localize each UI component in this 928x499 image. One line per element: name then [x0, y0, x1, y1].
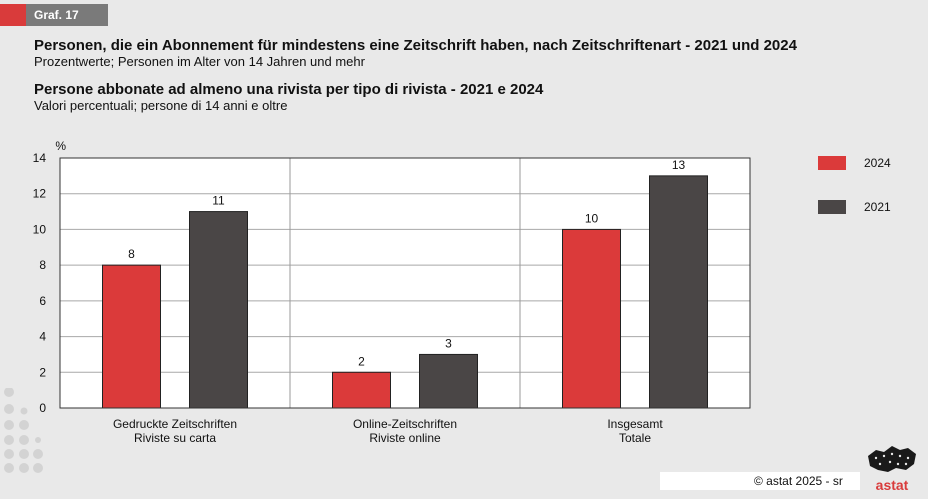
legend-swatch: [818, 200, 846, 214]
bar-2021: [649, 175, 708, 409]
astat-logo: astat: [862, 440, 922, 494]
bar-2021: [189, 211, 248, 409]
bar-value-label: 11: [212, 194, 225, 208]
category-label: Insgesamt: [607, 417, 663, 431]
bar-value-label: 8: [128, 247, 135, 261]
category-label: Riviste su carta: [134, 431, 216, 445]
category-label: Riviste online: [369, 431, 441, 445]
bar-2024: [332, 371, 391, 409]
bar-value-label: 2: [358, 354, 365, 368]
category-label: Totale: [619, 431, 651, 445]
chart-subtitle-german: Prozentwerte; Personen im Alter von 14 J…: [34, 54, 365, 69]
decorative-dot-pattern: [4, 387, 54, 485]
plot-area: [60, 158, 750, 408]
figure-badge: Graf. 17: [0, 4, 108, 26]
badge-accent: [0, 4, 26, 26]
y-tick-label: 12: [33, 187, 47, 201]
bar-value-label: 13: [672, 158, 686, 172]
bar-value-label: 10: [585, 211, 599, 225]
y-tick-label: 10: [33, 222, 47, 236]
y-tick-label: 0: [39, 401, 46, 415]
legend-label: 2024: [864, 156, 891, 170]
plot-border: [59, 157, 751, 409]
category-label: Gedruckte Zeitschriften: [113, 417, 237, 431]
legend-label: 2021: [864, 200, 891, 214]
badge-label: Graf. 17: [26, 4, 108, 26]
footer-bar: [660, 472, 860, 490]
legend-swatch: [818, 156, 846, 170]
legend-item-2021: 2021: [818, 200, 891, 214]
bar-2021: [419, 353, 478, 409]
bar-2024: [102, 264, 161, 409]
chart-subtitle-italian: Valori percentuali; persone di 14 anni e…: [34, 98, 288, 113]
y-tick-label: 4: [39, 330, 46, 344]
legend-item-2024: 2024: [818, 156, 891, 170]
y-tick-label: 2: [39, 365, 46, 379]
y-axis-unit-label: %: [55, 139, 66, 153]
bar-value-label: 3: [445, 336, 452, 350]
y-tick-label: 6: [39, 294, 46, 308]
svg-text:astat: astat: [876, 477, 909, 493]
category-label: Online-Zeitschriften: [353, 417, 457, 431]
y-tick-label: 8: [39, 258, 46, 272]
chart-title-german: Personen, die ein Abonnement für mindest…: [34, 37, 797, 54]
chart-title-italian: Persone abbonate ad almeno una rivista p…: [34, 81, 544, 98]
bar-2024: [562, 228, 621, 409]
copyright-text: © astat 2025 - sr: [754, 474, 843, 488]
y-tick-label: 14: [33, 151, 47, 165]
